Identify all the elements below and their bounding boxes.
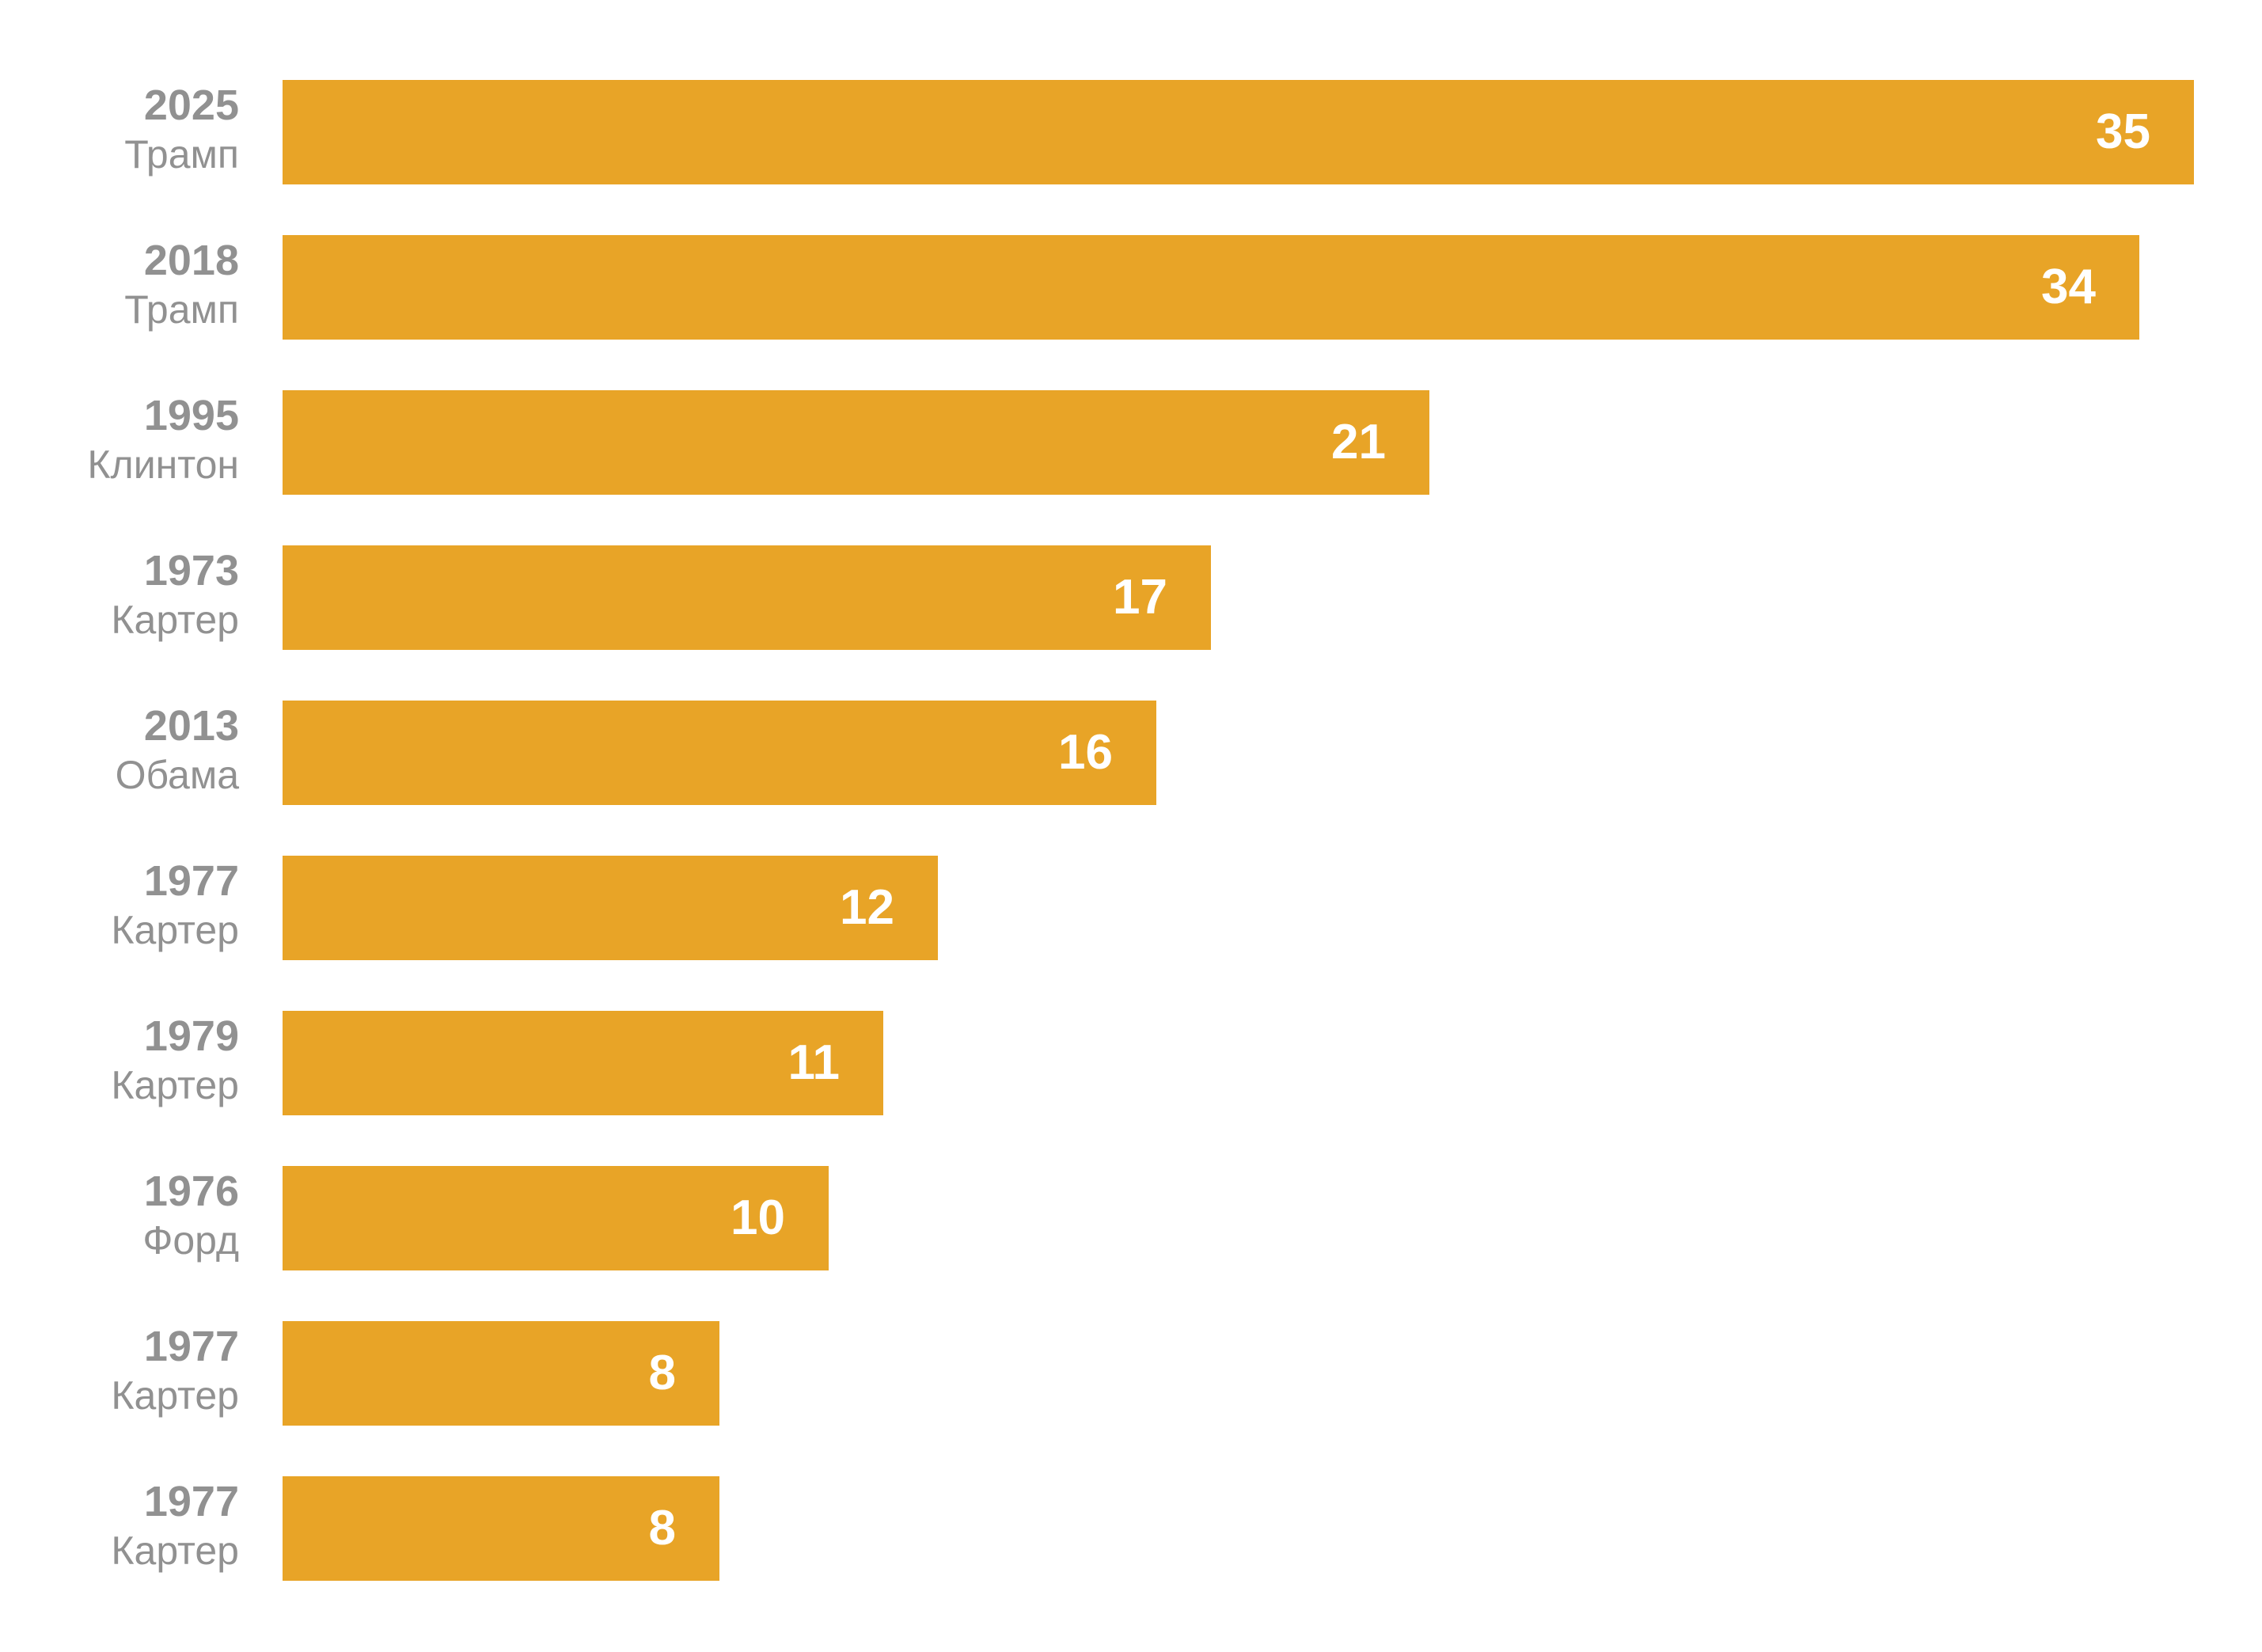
bar (283, 1011, 883, 1115)
bar-value-label: 16 (1058, 725, 1113, 780)
bar-value-label: 11 (788, 1035, 840, 1090)
category-year-label: 2013 (143, 702, 239, 750)
category-year-label: 1995 (143, 392, 239, 439)
category-name-label: Картер (111, 1063, 239, 1107)
bar (283, 545, 1211, 650)
bar-value-label: 8 (648, 1501, 676, 1555)
bar-value-label: 17 (1113, 570, 1167, 625)
bar (283, 856, 938, 960)
category-name-label: Трамп (124, 132, 239, 177)
category-year-label: 1979 (143, 1012, 239, 1060)
category-year-label: 1977 (143, 1323, 239, 1370)
category-year-label: 1976 (143, 1168, 239, 1215)
bar (283, 1166, 829, 1270)
bar (283, 235, 2139, 340)
category-name-label: Клинтон (87, 442, 239, 487)
bar (283, 80, 2194, 184)
category-year-label: 1977 (143, 857, 239, 905)
bar (283, 1321, 719, 1426)
category-year-label: 1973 (143, 547, 239, 594)
bar (283, 1476, 719, 1581)
category-name-label: Картер (111, 908, 239, 952)
bar-value-label: 8 (648, 1346, 676, 1400)
category-name-label: Форд (142, 1218, 239, 1263)
category-name-label: Обама (115, 753, 239, 797)
category-year-label: 1977 (143, 1478, 239, 1525)
category-year-label: 2025 (143, 82, 239, 129)
bar-value-label: 35 (2096, 104, 2150, 159)
bar-value-label: 21 (1331, 415, 1386, 469)
bar-value-label: 34 (2041, 260, 2096, 314)
category-name-label: Картер (111, 598, 239, 642)
category-name-label: Трамп (124, 287, 239, 332)
bar (283, 701, 1156, 805)
category-name-label: Картер (111, 1529, 239, 1573)
bar-value-label: 10 (731, 1191, 785, 1245)
bar-value-label: 12 (840, 880, 894, 935)
bar (283, 390, 1429, 495)
category-year-label: 2018 (143, 237, 239, 284)
category-name-label: Картер (111, 1373, 239, 1418)
